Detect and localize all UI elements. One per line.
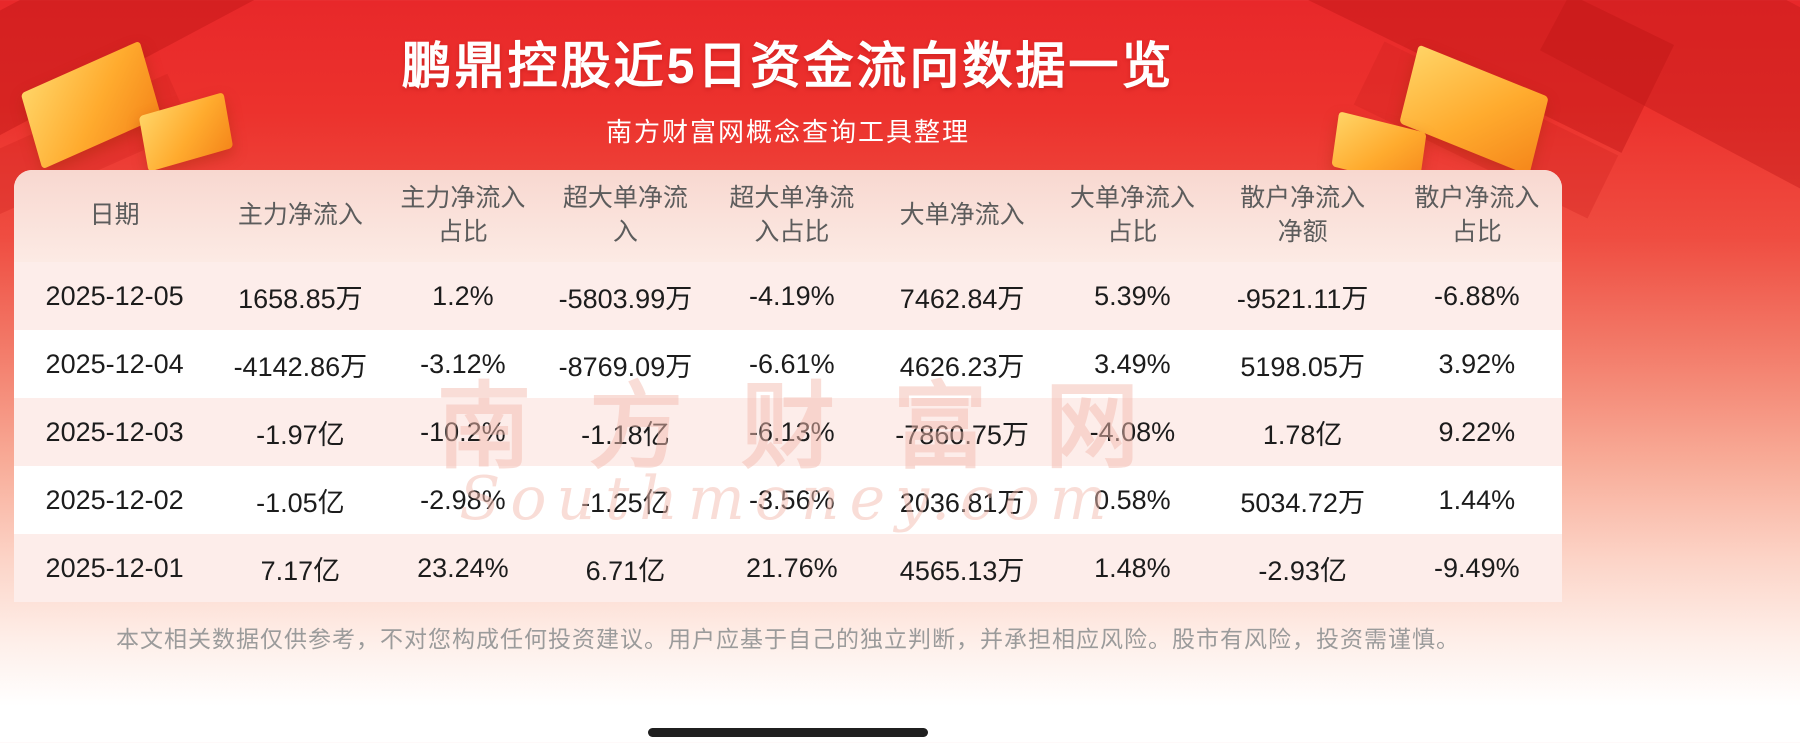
column-header-retail-net-inflow: 散户净流入 净额 [1240, 184, 1366, 246]
column-header-main-net-inflow: 主力净流入 [237, 201, 363, 230]
cell-xl-order-net-inflow-pct: -3.56% [749, 484, 835, 515]
column-header-large-order-net-inflow-pct: 大单净流入 占比 [1069, 184, 1195, 246]
cell-main-net-inflow-pct: -10.2% [420, 416, 506, 447]
cell-retail-net-inflow: -2.93亿 [1258, 555, 1347, 586]
table-row: 2025-12-04 -4142.86万 -3.12% -8769.09万 -6… [14, 330, 1562, 398]
column-header-xl-order-net-inflow-pct: 超大单净流 入占比 [729, 184, 855, 246]
table-row: 2025-12-05 1658.85万 1.2% -5803.99万 -4.19… [14, 262, 1562, 330]
table-header-row: 日期 主力净流入 主力净流入 占比 超大单净流 入 超大单净流 入占比 大单净流… [14, 170, 1562, 262]
cell-xl-order-net-inflow: -1.25亿 [581, 487, 670, 518]
cell-main-net-inflow: -1.97亿 [256, 419, 345, 450]
page-subtitle: 南方财富网概念查询工具整理 [605, 117, 970, 147]
cell-retail-net-inflow-pct: -6.88% [1434, 280, 1520, 311]
cell-date: 2025-12-05 [45, 280, 184, 311]
table-row: 2025-12-01 7.17亿 23.24% 6.71亿 21.76% 456… [14, 534, 1562, 602]
page-title: 鹏鼎控股近5日资金流向数据一览 [401, 38, 1175, 94]
cell-main-net-inflow-pct: -3.12% [420, 348, 506, 379]
cell-date: 2025-12-03 [45, 416, 184, 447]
page: 鹏鼎控股近5日资金流向数据一览 南方财富网概念查询工具整理 日期 主力净流入 主… [0, 0, 1675, 737]
cell-retail-net-inflow: 5034.72万 [1240, 487, 1365, 518]
cell-date: 2025-12-04 [45, 348, 184, 379]
cell-xl-order-net-inflow-pct: 21.76% [746, 552, 838, 583]
cell-large-order-net-inflow-pct: -4.08% [1089, 416, 1176, 447]
data-table-panel: 日期 主力净流入 主力净流入 占比 超大单净流 入 超大单净流 入占比 大单净流… [14, 170, 1562, 602]
table-row: 2025-12-03 -1.97亿 -10.2% -1.18亿 -6.13% -… [14, 398, 1562, 466]
cell-main-net-inflow-pct: 1.2% [432, 280, 494, 311]
cell-xl-order-net-inflow-pct: -6.61% [749, 348, 835, 379]
footer-disclaimer: 本文相关数据仅供参考，不对您构成任何投资建议。用户应基于自己的独立判断，并承担相… [116, 626, 1460, 652]
cell-main-net-inflow: 7.17亿 [260, 555, 341, 586]
cell-retail-net-inflow: -9521.11万 [1236, 283, 1369, 314]
cell-main-net-inflow: -1.05亿 [256, 487, 345, 518]
cell-xl-order-net-inflow: -8769.09万 [558, 351, 693, 382]
cell-xl-order-net-inflow-pct: -6.13% [749, 416, 835, 447]
cell-main-net-inflow: -4142.86万 [233, 351, 368, 382]
cell-large-order-net-inflow-pct: 0.58% [1094, 484, 1171, 515]
column-header-large-order-net-inflow: 大单净流入 [899, 201, 1025, 230]
cell-xl-order-net-inflow-pct: -4.19% [749, 280, 835, 311]
column-header-main-net-inflow-pct: 主力净流入 占比 [400, 184, 526, 246]
cell-xl-order-net-inflow: -1.18亿 [581, 419, 670, 450]
cell-large-order-net-inflow: -7860.75万 [895, 419, 1029, 450]
cell-large-order-net-inflow: 4565.13万 [899, 555, 1025, 586]
cell-retail-net-inflow-pct: 3.92% [1438, 348, 1516, 379]
cell-retail-net-inflow-pct: 1.44% [1438, 484, 1516, 515]
cell-large-order-net-inflow-pct: 3.49% [1094, 348, 1171, 379]
cell-xl-order-net-inflow: 6.71亿 [585, 555, 666, 586]
cell-main-net-inflow-pct: -2.98% [420, 484, 506, 515]
capital-flow-table: 日期 主力净流入 主力净流入 占比 超大单净流 入 超大单净流 入占比 大单净流… [14, 170, 1562, 602]
cell-large-order-net-inflow: 7462.84万 [899, 283, 1025, 314]
cell-retail-net-inflow: 1.78亿 [1262, 419, 1343, 450]
column-header-retail-net-inflow-pct: 散户净流入 占比 [1414, 184, 1540, 246]
cell-large-order-net-inflow: 2036.81万 [899, 487, 1025, 518]
cell-large-order-net-inflow-pct: 1.48% [1094, 552, 1171, 583]
column-header-xl-order-net-inflow: 超大单净流 入 [562, 184, 688, 246]
cell-large-order-net-inflow-pct: 5.39% [1094, 280, 1171, 311]
banner: 鹏鼎控股近5日资金流向数据一览 南方财富网概念查询工具整理 [0, 0, 1675, 227]
cell-retail-net-inflow-pct: -9.49% [1434, 552, 1520, 583]
cell-large-order-net-inflow: 4626.23万 [899, 351, 1025, 382]
cell-retail-net-inflow-pct: 9.22% [1438, 416, 1516, 447]
cell-main-net-inflow-pct: 23.24% [417, 552, 509, 583]
column-header-date: 日期 [89, 201, 140, 230]
table-row: 2025-12-02 -1.05亿 -2.98% -1.25亿 -3.56% 2… [14, 466, 1562, 534]
cell-main-net-inflow: 1658.85万 [238, 283, 363, 314]
bottom-bar [648, 728, 928, 737]
cell-retail-net-inflow: 5198.05万 [1240, 351, 1365, 382]
cell-date: 2025-12-01 [45, 552, 184, 583]
cell-xl-order-net-inflow: -5803.99万 [558, 283, 693, 314]
cell-date: 2025-12-02 [45, 484, 184, 515]
